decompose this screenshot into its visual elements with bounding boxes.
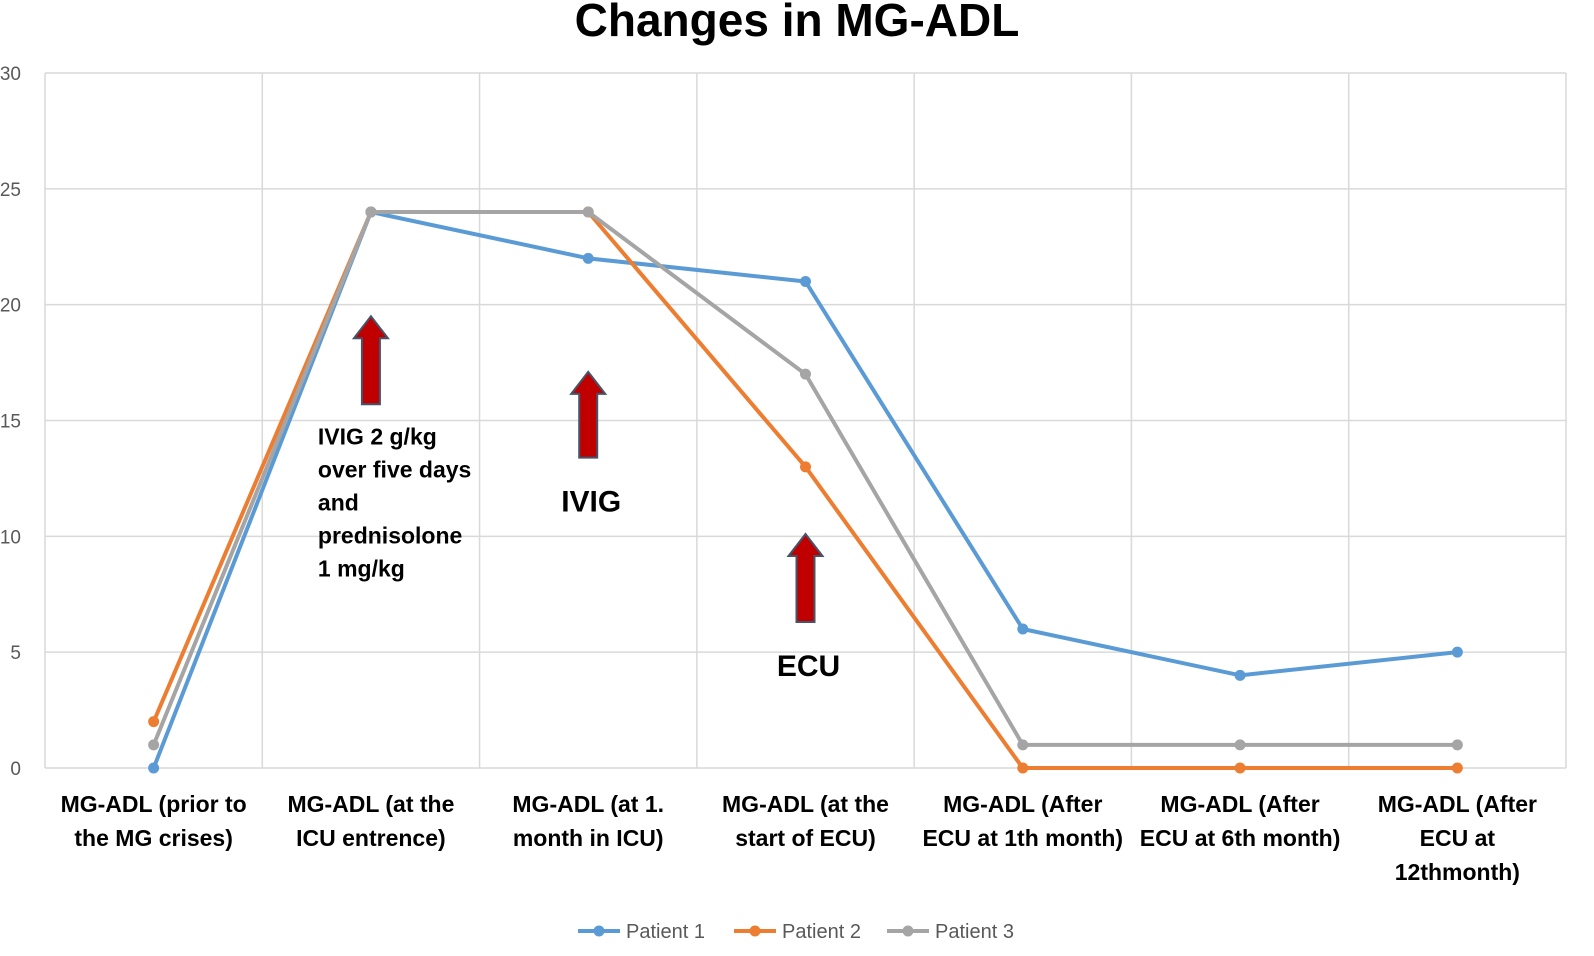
y-tick-label-2: 10 [0,527,21,548]
x-tick-line-0-0: MG-ADL (prior to [61,791,247,817]
legend-label-patient-3: Patient 3 [935,921,1014,943]
annotations: IVIG 2 g/kg over five days and prednisolone… [318,314,840,683]
legend-label-patient-1: Patient 1 [626,921,705,943]
x-tick-label-5: MG-ADL (After ECU at 6th month) [1140,791,1341,851]
data-point-patient-1-3 [800,276,811,287]
data-point-patient-3-6 [1451,739,1463,751]
legend-marker-patient-1 [593,925,605,937]
annotation-text-ecu: ECU [777,650,840,683]
x-tick-line-5-0: MG-ADL (After [1160,791,1319,817]
data-point-patient-3-0 [148,739,160,751]
annotation-text-ivig-prednisolone: IVIG 2 g/kg over five days and prednisolone… [318,423,471,581]
x-tick-label-6: MG-ADL (After ECU at 12thmonth) [1378,791,1537,885]
legend-label-patient-2: Patient 2 [782,921,861,943]
legend-marker-patient-2 [749,925,761,937]
chart-title: Changes in MG-ADL [575,0,1020,46]
x-tick-line-6-1: ECU at [1420,825,1496,851]
y-tick-label-0: 0 [10,759,21,780]
annotation-arrow-ivig-prednisolone [351,314,390,406]
data-point-patient-2-3 [800,461,811,473]
annotation-line-ivig-prednisolone-0: IVIG 2 g/kg [318,423,437,449]
y-tick-label-1: 5 [10,643,21,664]
data-point-patient-3-4 [1017,739,1029,751]
data-point-patient-3-5 [1234,739,1246,751]
series-group [148,206,1463,774]
data-point-patient-2-4 [1017,762,1029,774]
x-axis-ticks: MG-ADL (prior to the MG crises) MG-ADL (at… [61,791,1537,885]
data-point-patient-3-2 [582,206,594,218]
x-tick-line-4-0: MG-ADL (After [943,791,1102,817]
y-tick-label-5: 25 [0,180,21,201]
annotation-line-ivig-prednisolone-4: 1 mg/kg [318,555,405,581]
legend: Patient 1 Patient 2 Patient 3 [578,921,1014,943]
x-tick-label-1: MG-ADL (at the ICU entrence) [287,791,454,851]
data-point-patient-3-3 [800,368,811,380]
y-tick-label-4: 20 [0,296,21,317]
annotation-text-ivig: IVIG [561,486,621,519]
data-point-patient-1-0 [148,762,160,774]
annotation-arrow-ecu [786,532,825,624]
data-point-patient-1-2 [582,252,594,264]
annotation-arrow-ivig [569,370,608,459]
data-point-patient-3-1 [365,206,377,218]
x-tick-line-6-0: MG-ADL (After [1378,791,1537,817]
data-point-patient-2-5 [1234,762,1246,774]
x-tick-line-2-1: month in ICU) [513,825,664,851]
x-tick-line-6-2: 12thmonth) [1395,859,1520,885]
annotation-line-ivig-prednisolone-1: over five days [318,456,471,482]
y-tick-label-3: 15 [0,412,21,433]
legend-marker-patient-3 [902,925,914,937]
x-tick-line-3-1: start of ECU) [735,825,876,851]
x-tick-label-0: MG-ADL (prior to the MG crises) [61,791,247,851]
annotation-line-ivig-prednisolone-2: and [318,489,359,515]
x-tick-line-1-0: MG-ADL (at the [287,791,454,817]
x-tick-label-3: MG-ADL (at the start of ECU) [722,791,889,851]
x-tick-line-1-1: ICU entrence) [296,825,446,851]
x-tick-line-2-0: MG-ADL (at 1. [512,791,664,817]
data-point-patient-1-5 [1234,669,1246,681]
x-tick-label-4: MG-ADL (After ECU at 1th month) [922,791,1123,851]
x-tick-line-4-1: ECU at 1th month) [922,825,1123,851]
gridlines [44,72,1567,769]
x-tick-line-3-0: MG-ADL (at the [722,791,889,817]
x-tick-label-2: MG-ADL (at 1. month in ICU) [512,791,664,851]
annotation-line-ivig-prednisolone-3: prednisolone [318,522,462,548]
x-tick-line-0-1: the MG crises) [74,825,233,851]
x-tick-line-5-1: ECU at 6th month) [1140,825,1341,851]
y-axis-ticks: 0 5 10 15 20 25 30 [0,64,21,780]
data-point-patient-2-6 [1451,762,1463,774]
data-point-patient-2-0 [148,716,160,728]
y-tick-label-6: 30 [0,64,21,85]
data-point-patient-1-6 [1451,646,1463,658]
data-point-patient-1-4 [1017,623,1029,635]
